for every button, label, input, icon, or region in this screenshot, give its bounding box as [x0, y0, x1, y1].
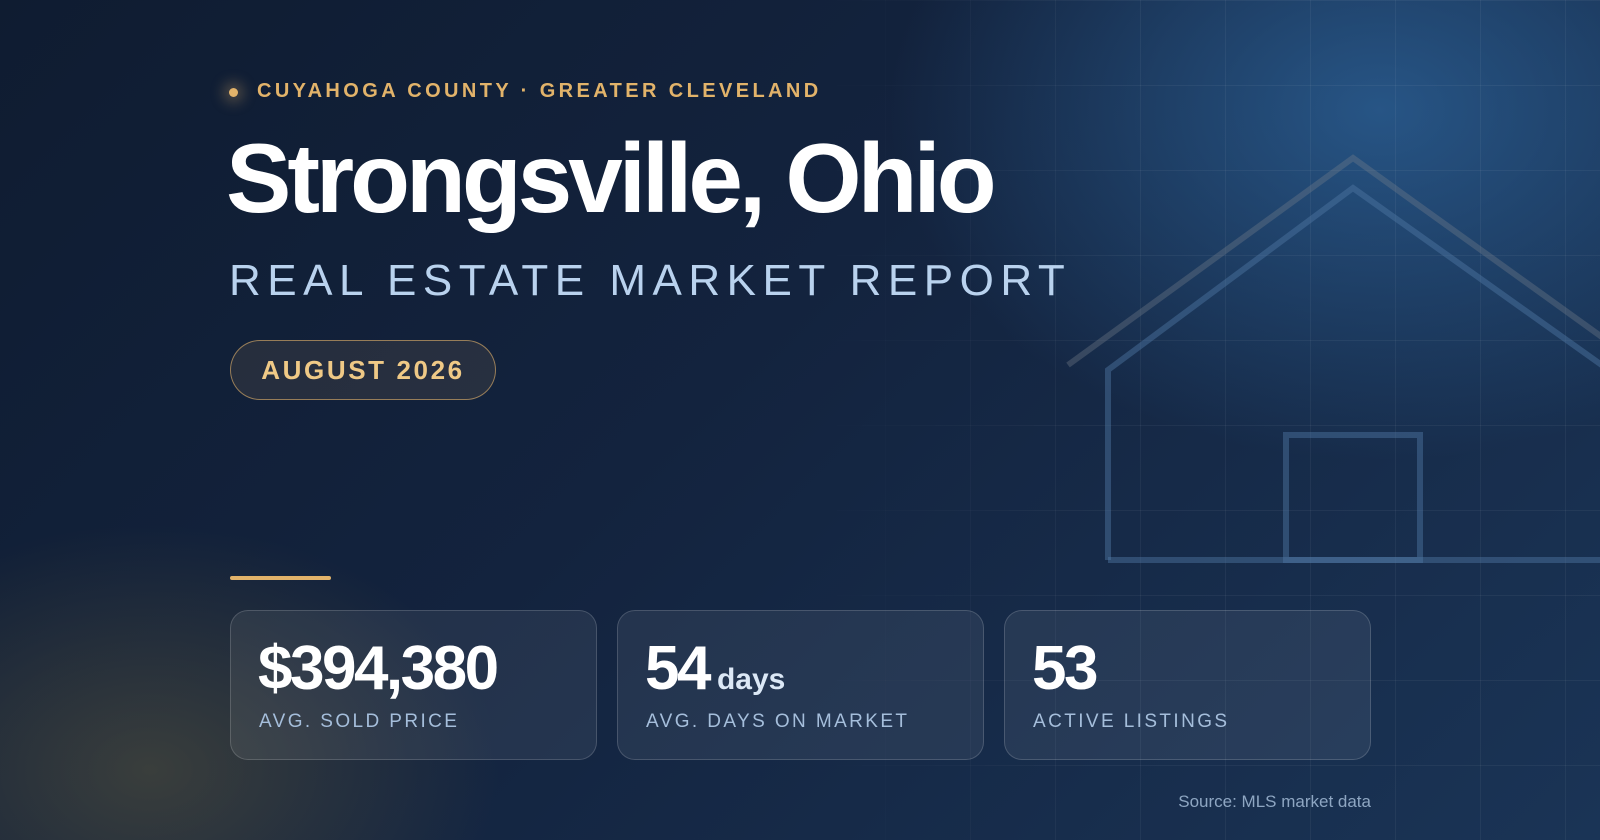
source: Source: MLS market data	[1178, 792, 1371, 811]
background-grid	[800, 0, 1600, 840]
stat-unit: days	[716, 663, 786, 696]
eyebrow-dot	[229, 88, 238, 97]
stat-label: ACTIVE LISTINGS	[1033, 711, 1230, 732]
stat-number: $394,380	[258, 634, 499, 703]
accent-rule	[230, 576, 331, 580]
stat-card: $394,380 AVG. SOLD PRICE	[230, 610, 597, 760]
stat-value: 53	[1032, 633, 1098, 704]
stat-number: 54	[645, 634, 711, 703]
subtitle: REAL ESTATE MARKET REPORT	[229, 256, 1072, 305]
eyebrow: CUYAHOGA COUNTY · GREATER CLEVELAND	[257, 80, 822, 102]
house-outline	[1066, 154, 1600, 563]
stat-card: 53 ACTIVE LISTINGS	[1004, 610, 1371, 760]
stat-value: $394,380	[258, 633, 499, 704]
date-pill: AUGUST 2026	[230, 340, 496, 400]
stat-number: 53	[1032, 634, 1098, 703]
stat-label: AVG. DAYS ON MARKET	[646, 711, 910, 732]
stat-value: 54 days	[645, 633, 785, 704]
title: Strongsville, Ohio	[226, 123, 997, 233]
stat-card: 54 days AVG. DAYS ON MARKET	[617, 610, 984, 760]
stat-label: AVG. SOLD PRICE	[259, 711, 460, 732]
